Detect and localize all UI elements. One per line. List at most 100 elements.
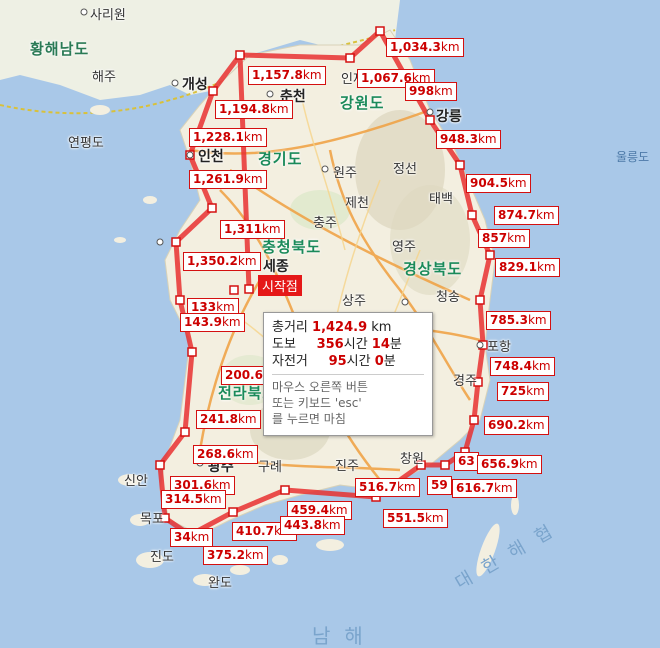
route-distance-label[interactable]: 616.7km bbox=[452, 479, 517, 498]
bike-time-row: 자전거 95시간 0분 bbox=[272, 353, 424, 370]
distance-unit: km bbox=[434, 84, 453, 98]
tooltip-hint-line: 를 누르면 마침 bbox=[272, 412, 346, 426]
distance-value: 516.7 bbox=[359, 480, 397, 494]
tooltip-hint-line: 마우스 오른쪽 버튼 bbox=[272, 380, 368, 394]
route-distance-label[interactable]: 241.8km bbox=[196, 410, 261, 429]
distance-value: 998 bbox=[409, 84, 435, 98]
distance-unit: km bbox=[221, 315, 241, 329]
city-cheongsong: 청송 bbox=[436, 290, 460, 305]
route-distance-label[interactable]: 748.4km bbox=[490, 357, 555, 376]
distance-unit: km bbox=[216, 300, 235, 314]
city-gangneung: 강릉 bbox=[436, 109, 462, 125]
route-distance-label[interactable]: 268.6km bbox=[193, 445, 258, 464]
island-jindo: 진도 bbox=[150, 550, 174, 565]
route-distance-label[interactable]: 1,311km bbox=[220, 220, 285, 239]
route-distance-label[interactable]: 63 bbox=[454, 452, 479, 471]
province-hwanghae: 황해남도 bbox=[30, 40, 90, 58]
distance-value: 34 bbox=[174, 530, 191, 544]
route-distance-label[interactable]: 34km bbox=[170, 528, 214, 547]
route-distance-label[interactable]: 1,261.9km bbox=[189, 170, 267, 189]
walk-hours-unit: 시간 bbox=[343, 337, 368, 352]
route-distance-label[interactable]: 1,157.8km bbox=[248, 66, 326, 85]
distance-value: 948.3 bbox=[440, 132, 478, 146]
route-distance-label[interactable]: 314.5km bbox=[161, 490, 226, 509]
city-mokpo: 목포 bbox=[140, 512, 164, 527]
distance-unit: km bbox=[244, 548, 264, 562]
distance-unit: km bbox=[243, 172, 263, 186]
bike-time-label: 자전거 bbox=[272, 354, 308, 369]
route-distance-label[interactable]: 829.1km bbox=[495, 258, 560, 277]
distance-unit: km bbox=[525, 418, 545, 432]
distance-value: 200.6 bbox=[225, 368, 263, 382]
distance-unit: km bbox=[269, 102, 289, 116]
distance-unit: km bbox=[302, 68, 322, 82]
city-taebaek: 태백 bbox=[429, 192, 453, 207]
bike-hours-unit: 시간 bbox=[346, 354, 371, 369]
route-distance-label[interactable]: 1,194.8km bbox=[215, 100, 293, 119]
distance-value: 616.7 bbox=[456, 481, 494, 495]
city-chungju: 충주 bbox=[313, 216, 337, 231]
walk-minutes-unit: 분 bbox=[389, 337, 402, 352]
route-distance-label[interactable]: 551.5km bbox=[383, 509, 448, 528]
route-distance-label[interactable]: 443.8km bbox=[280, 516, 345, 535]
distance-value: 857 bbox=[482, 231, 508, 245]
route-vertices bbox=[155, 26, 495, 540]
route-distance-label[interactable]: 59 bbox=[427, 476, 452, 495]
route-distance-label[interactable]: 1,350.2km bbox=[183, 252, 261, 271]
route-distance-label[interactable]: 1,228.1km bbox=[189, 128, 267, 147]
distance-value: 1,261.9 bbox=[193, 172, 244, 186]
distance-unit: km bbox=[190, 530, 210, 544]
distance-value: 748.4 bbox=[494, 359, 532, 373]
distance-value: 459.4 bbox=[291, 503, 329, 517]
route-distance-label[interactable]: 857km bbox=[478, 229, 530, 248]
distance-value: 1,157.8 bbox=[252, 68, 303, 82]
city-incheon: 인천 bbox=[198, 149, 224, 165]
distance-unit: km bbox=[440, 40, 460, 54]
city-jeongseon: 정선 bbox=[393, 162, 417, 177]
distance-unit: km bbox=[536, 260, 556, 274]
bike-hours-value: 95 bbox=[328, 354, 347, 369]
route-distance-label[interactable]: 725km bbox=[497, 382, 549, 401]
distance-value: 241.8 bbox=[200, 412, 238, 426]
total-distance-row: 총거리 1,424.9 km bbox=[272, 319, 424, 336]
island-yeonpyeong: 연평도 bbox=[68, 136, 104, 151]
route-distance-label[interactable]: 1,067.6km bbox=[357, 69, 435, 88]
province-gyeongbuk: 경상북도 bbox=[403, 260, 463, 278]
distance-value: 656.9 bbox=[481, 457, 519, 471]
distance-unit: km bbox=[211, 478, 231, 492]
distance-value: 874.7 bbox=[498, 208, 536, 222]
distance-unit: km bbox=[396, 480, 416, 494]
island-ulleung: 울릉도 bbox=[616, 150, 650, 164]
tooltip-hint-line: 또는 키보드 'esc' bbox=[272, 396, 362, 410]
distance-value: 443.8 bbox=[284, 518, 322, 532]
city-wonju: 원주 bbox=[333, 166, 357, 181]
route-distance-label[interactable]: 143.9km bbox=[180, 313, 245, 332]
route-distance-label[interactable]: 785.3km bbox=[486, 311, 551, 330]
start-point-label[interactable]: 시작점 bbox=[258, 275, 302, 296]
distance-value: 785.3 bbox=[490, 313, 528, 327]
route-distance-label[interactable]: 1,034.3km bbox=[386, 38, 464, 57]
distance-value: 301.6 bbox=[174, 478, 212, 492]
city-gyeongju: 경주 bbox=[453, 374, 477, 389]
province-gangwon: 강원도 bbox=[340, 94, 385, 112]
distance-value: 1,067.6 bbox=[361, 71, 412, 85]
tooltip-divider bbox=[272, 374, 424, 375]
sea-namhae: 남해 bbox=[312, 624, 377, 648]
distance-value: 690.2 bbox=[488, 418, 526, 432]
route-distance-label[interactable]: 948.3km bbox=[436, 130, 501, 149]
route-distance-label[interactable]: 874.7km bbox=[494, 206, 559, 225]
distance-tooltip: 총거리 1,424.9 km 도보 356시간 14분 자전거 95시간 0분 … bbox=[263, 312, 433, 436]
distance-unit: km bbox=[527, 313, 547, 327]
distance-unit: km bbox=[411, 71, 431, 85]
route-distance-label[interactable]: 375.2km bbox=[203, 546, 268, 565]
route-distance-label[interactable]: 656.9km bbox=[477, 455, 542, 474]
distance-unit: km bbox=[321, 518, 341, 532]
distance-value: 1,194.8 bbox=[219, 102, 270, 116]
route-distance-label[interactable]: 516.7km bbox=[355, 478, 420, 497]
route-distance-label[interactable]: 690.2km bbox=[484, 416, 549, 435]
route-distance-label[interactable]: 998km bbox=[405, 82, 457, 101]
distance-value: 410.7 bbox=[236, 524, 274, 538]
route-distance-label[interactable]: 904.5km bbox=[466, 174, 531, 193]
distance-value: 904.5 bbox=[470, 176, 508, 190]
